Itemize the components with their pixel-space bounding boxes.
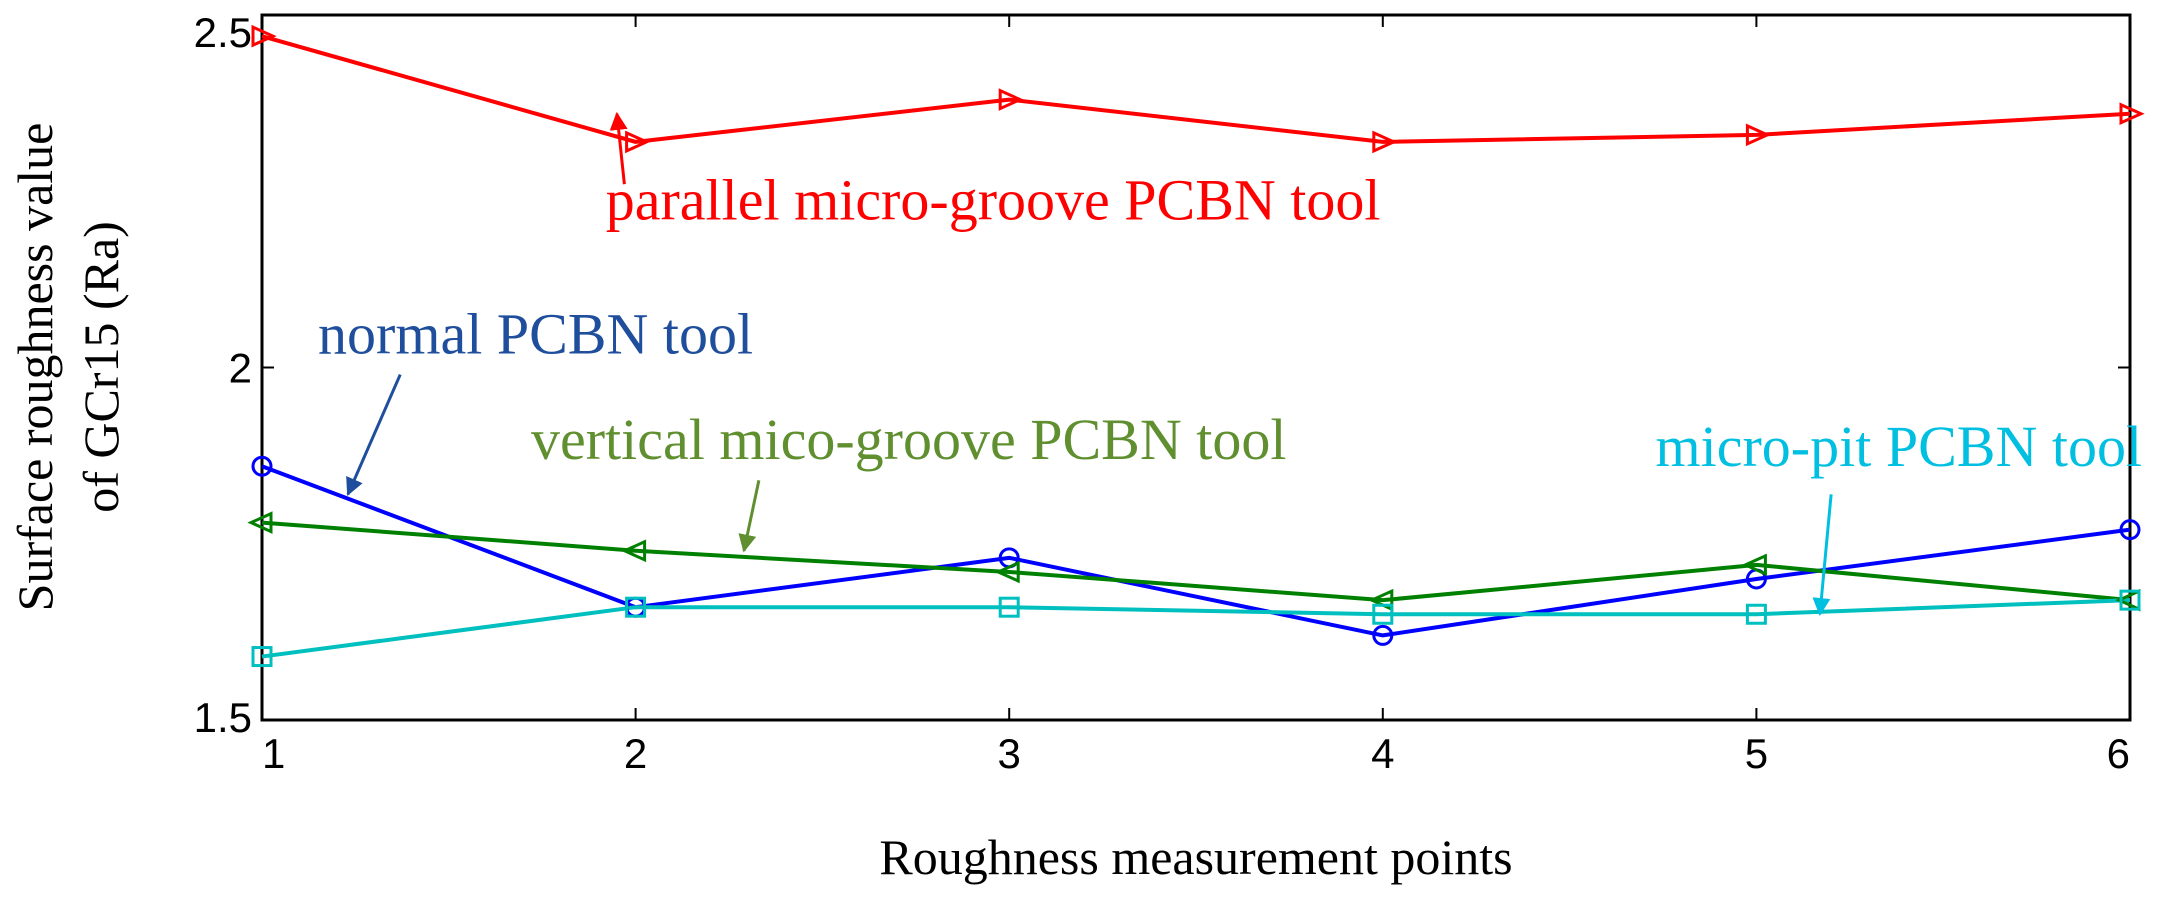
axis-ticks: 1 2 3 4 5 6 1.5 2 2.5 [194,9,2131,777]
series-markers [247,24,2145,668]
y-axis-label-line2: of GCr15 (Ra) [73,221,129,513]
series-line-parallel-micro-groove [261,34,2131,144]
data-point-parallel-micro-groove [251,24,277,48]
y-tick-label: 1.5 [194,694,252,741]
data-point-vertical-mico-groove [1741,553,1767,577]
data-point-micro-pit [1372,603,1394,625]
data-point-micro-pit [251,646,273,668]
y-axis-label-line1: Surface roughness value [7,123,63,612]
series-label-normal: normal PCBN tool [318,301,753,366]
data-point-parallel-micro-groove [625,130,651,154]
y-tick-label: 2 [229,345,252,392]
data-point-parallel-micro-groove [1372,130,1398,154]
x-tick-label: 6 [2107,730,2130,777]
annotation-arrow-vertical-mico-groove [738,479,761,553]
data-point-micro-pit [625,596,647,618]
x-tick-label: 5 [1745,730,1768,777]
data-point-vertical-mico-groove [620,539,647,563]
series-label-micro-pit: micro-pit PCBN tool [1656,414,2143,479]
series-label-parallel-micro-groove: parallel micro-groove PCBN tool [606,167,1381,232]
data-point-normal [251,455,273,477]
series-line-micro-pit [261,598,2131,659]
annotation-arrow-normal [346,373,402,497]
series-label-vertical-mico-groove: vertical mico-groove PCBN tool [531,407,1286,472]
data-point-vertical-mico-groove [247,511,273,534]
y-tick-label: 2.5 [194,9,252,56]
data-point-micro-pit [1745,603,1767,625]
x-tick-label: 1 [262,730,285,777]
data-point-parallel-micro-groove [1745,123,1772,147]
x-axis-label: Roughness measurement points [879,829,1512,885]
series-line-vertical-mico-groove [261,520,2131,603]
data-point-normal [2119,519,2141,541]
data-point-vertical-mico-groove [994,560,1020,584]
data-point-micro-pit [2119,589,2141,611]
x-tick-label: 2 [624,730,647,777]
x-tick-label: 3 [998,730,1021,777]
x-tick-label: 4 [1371,730,1394,777]
data-point-parallel-micro-groove [998,88,1024,111]
series-annotations: parallel micro-groove PCBN tool normal PC… [318,111,2143,617]
data-point-micro-pit [998,596,1020,618]
data-point-normal [1372,624,1394,646]
annotation-arrow-micro-pit [1812,494,1833,617]
data-point-parallel-micro-groove [2119,102,2145,126]
annotation-arrow-parallel-micro-groove [609,111,628,185]
